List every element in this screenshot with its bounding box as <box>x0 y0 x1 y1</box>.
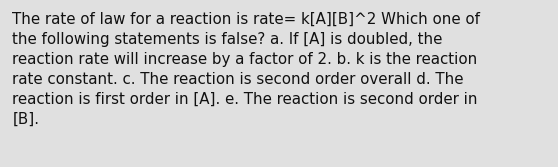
Text: The rate of law for a reaction is rate= k[A][B]^2 Which one of
the following sta: The rate of law for a reaction is rate= … <box>12 12 480 127</box>
